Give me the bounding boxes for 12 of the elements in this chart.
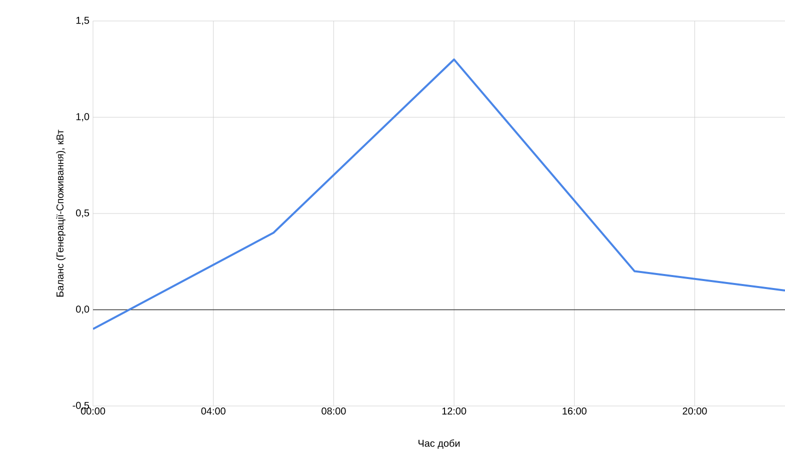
x-tick-label: 08:00 [322,408,346,415]
x-axis-title: Час доби [418,439,460,449]
y-tick-label: 0,5 [76,209,90,218]
y-tick-label: 1,5 [76,16,90,26]
y-tick-label: 0,0 [76,306,90,314]
y-axis-title: Баланс (Генерації-Споживання), кВт [56,130,66,297]
x-tick-label: 12:00 [442,408,466,415]
y-tick-label: 1,0 [76,113,90,122]
x-tick-label: 04:00 [201,408,226,415]
line-series [93,58,785,330]
x-tick-label: 20:00 [682,408,707,415]
x-tick-label: 16:00 [562,408,586,415]
